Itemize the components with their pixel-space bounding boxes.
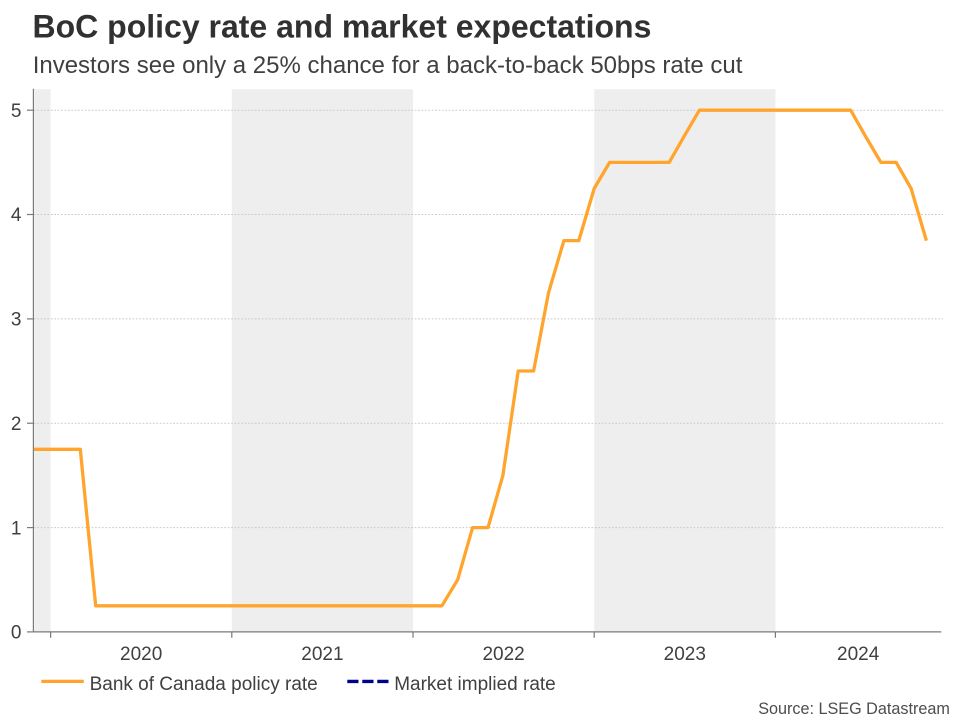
svg-text:3: 3 xyxy=(11,310,22,331)
svg-text:2020: 2020 xyxy=(120,644,162,665)
svg-text:2022: 2022 xyxy=(482,644,524,665)
svg-text:BoC policy rate and market exp: BoC policy rate and market expectations xyxy=(33,9,652,45)
svg-text:Bank of Canada policy rate: Bank of Canada policy rate xyxy=(90,674,318,695)
svg-text:4: 4 xyxy=(11,205,22,226)
svg-text:2021: 2021 xyxy=(301,644,343,665)
svg-text:Market implied rate: Market implied rate xyxy=(394,674,556,695)
svg-text:Source: LSEG Datastream: Source: LSEG Datastream xyxy=(758,700,950,718)
svg-text:2: 2 xyxy=(11,414,22,435)
svg-text:1: 1 xyxy=(11,518,22,539)
svg-text:5: 5 xyxy=(11,101,22,122)
svg-text:2023: 2023 xyxy=(664,644,706,665)
svg-text:Investors see only a 25% chanc: Investors see only a 25% chance for a ba… xyxy=(33,52,743,79)
svg-text:0: 0 xyxy=(11,623,22,644)
svg-text:2024: 2024 xyxy=(837,644,880,665)
